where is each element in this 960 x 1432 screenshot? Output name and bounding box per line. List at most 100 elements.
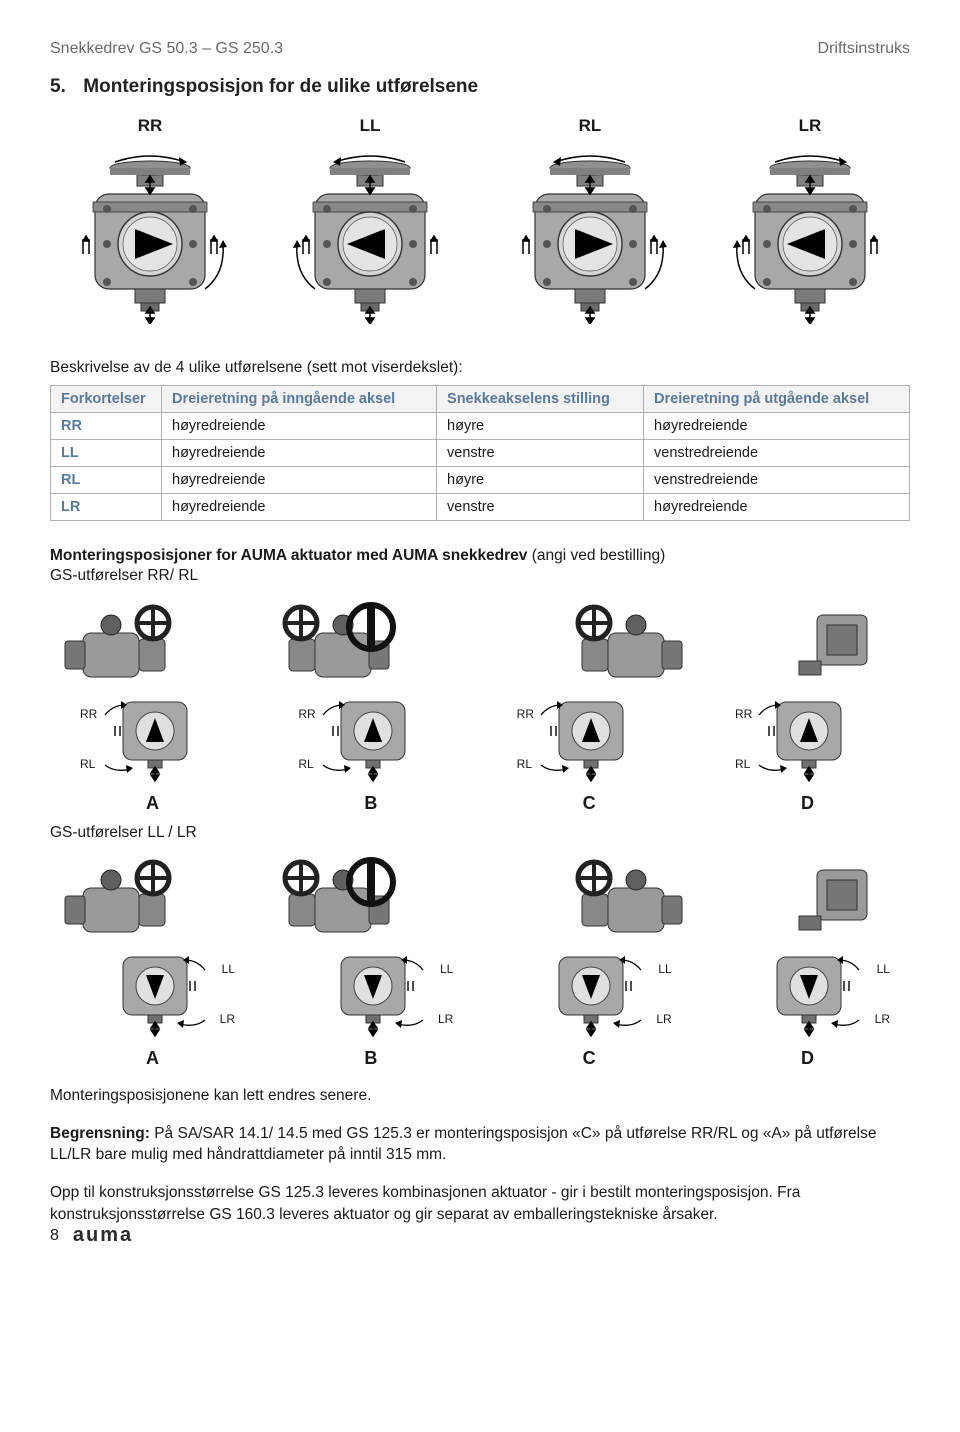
tag-rr: RR: [735, 707, 752, 721]
tag-ll: LL: [877, 962, 890, 976]
mount-prefix: Monteringsposisjoner for AUMA aktuator m…: [50, 547, 532, 564]
tag-ll: LL: [440, 962, 453, 976]
gs-label: GS-utførelser RR/ RL: [50, 567, 198, 584]
para-2: Begrensning: På SA/SAR 14.1/ 14.5 med GS…: [50, 1123, 910, 1166]
table-row: LR høyredreiende venstre høyredreiende: [51, 494, 910, 521]
top-label: LL: [270, 116, 470, 136]
actuator-icon: [275, 144, 465, 324]
top-label: RR: [50, 116, 250, 136]
para2-prefix: Begrensning:: [50, 1125, 150, 1142]
actu-cell-A2: LL LR: [50, 852, 255, 1042]
top-actuator-row: RR LL RL LR: [50, 116, 910, 329]
tag-lr: LR: [875, 1012, 890, 1026]
actuator-mount-icon: [707, 852, 907, 1037]
letter: A: [50, 793, 255, 814]
table-cell: RL: [51, 467, 162, 494]
actu-cell-D: RR RL: [705, 597, 910, 787]
table-cell: venstredreiende: [644, 440, 910, 467]
abbrev-table: Forkortelser Dreieretning på inngående a…: [50, 385, 910, 521]
actu-cell-B: RR RL: [268, 597, 473, 787]
table-cell: høyre: [437, 413, 644, 440]
actuator-mount-icon: [53, 597, 253, 782]
actuator-mount-row-1: RR RL RR RL RR RL RR RL: [50, 597, 910, 787]
header-left: Snekkedrev GS 50.3 – GS 250.3: [50, 40, 283, 58]
actuator-mount-icon: [53, 852, 253, 1037]
tag-rl: RL: [80, 757, 95, 771]
top-label: RL: [490, 116, 690, 136]
table-cell: venstre: [437, 440, 644, 467]
tag-rr: RR: [80, 707, 97, 721]
actu-cell-C2: LL LR: [487, 852, 692, 1042]
auma-logo: auma: [73, 1224, 133, 1247]
top-actuator-RL: RL: [490, 116, 690, 329]
actuator-mount-icon: [489, 597, 689, 782]
actuator-mount-row-2: LL LR LL LR LL LR LL LR: [50, 852, 910, 1042]
letter: B: [268, 793, 473, 814]
tag-rr: RR: [298, 707, 315, 721]
letter: D: [705, 793, 910, 814]
table-cell: venstredreiende: [644, 467, 910, 494]
mounting-line2: GS-utførelser RR/ RL: [50, 567, 910, 585]
tag-rl: RL: [517, 757, 532, 771]
table-cell: høyredreiende: [162, 440, 437, 467]
section-title-text: Monteringsposisjon for de ulike utførels…: [83, 76, 478, 97]
letter: A: [50, 1048, 255, 1069]
letter-row-2: A B C D: [50, 1048, 910, 1069]
actu-cell-A: RR RL: [50, 597, 255, 787]
actuator-mount-icon: [271, 597, 471, 782]
table-cell: venstre: [437, 494, 644, 521]
top-actuator-RR: RR: [50, 116, 250, 329]
letter: B: [268, 1048, 473, 1069]
table-cell: høyredreiende: [644, 413, 910, 440]
actuator-icon: [715, 144, 905, 324]
actuator-mount-icon: [271, 852, 471, 1037]
table-header: Forkortelser: [51, 386, 162, 413]
letter: D: [705, 1048, 910, 1069]
letter-row-1: A B C D: [50, 793, 910, 814]
table-row: LL høyredreiende venstre venstredreiende: [51, 440, 910, 467]
page-footer: 8 auma: [50, 1224, 133, 1247]
para-1: Monteringsposisjonene kan lett endres se…: [50, 1085, 910, 1107]
tag-lr: LR: [220, 1012, 235, 1026]
table-cell: RR: [51, 413, 162, 440]
tag-ll: LL: [222, 962, 235, 976]
tag-ll: LL: [658, 962, 671, 976]
table-cell: høyredreiende: [162, 413, 437, 440]
actuator-mount-icon: [707, 597, 907, 782]
header-right: Driftsinstruks: [818, 40, 910, 58]
table-cell: høyredreiende: [162, 494, 437, 521]
table-header-row: Forkortelser Dreieretning på inngående a…: [51, 386, 910, 413]
actuator-icon: [55, 144, 245, 324]
para2-body: På SA/SAR 14.1/ 14.5 med GS 125.3 er mon…: [50, 1125, 877, 1164]
tag-rr: RR: [517, 707, 534, 721]
table-cell: høyre: [437, 467, 644, 494]
top-actuator-LL: LL: [270, 116, 470, 329]
actuator-icon: [495, 144, 685, 324]
para-3: Opp til konstruksjonsstørrelse GS 125.3 …: [50, 1182, 910, 1225]
table-cell: LR: [51, 494, 162, 521]
description-line: Beskrivelse av de 4 ulike utførelsene (s…: [50, 359, 910, 377]
table-cell: høyredreiende: [162, 467, 437, 494]
actu-cell-C: RR RL: [487, 597, 692, 787]
table-row: RL høyredreiende høyre venstredreiende: [51, 467, 910, 494]
actu-cell-D2: LL LR: [705, 852, 910, 1042]
tag-rl: RL: [298, 757, 313, 771]
gs-label-2: GS-utførelser LL / LR: [50, 824, 910, 842]
page-header: Snekkedrev GS 50.3 – GS 250.3 Driftsinst…: [50, 40, 910, 58]
section-number: 5.: [50, 76, 78, 98]
mounting-line1: Monteringsposisjoner for AUMA aktuator m…: [50, 547, 910, 565]
top-label: LR: [710, 116, 910, 136]
table-header: Dreieretning på utgående aksel: [644, 386, 910, 413]
tag-rl: RL: [735, 757, 750, 771]
table-header: Dreieretning på inngående aksel: [162, 386, 437, 413]
tag-lr: LR: [438, 1012, 453, 1026]
table-row: RR høyredreiende høyre høyredreiende: [51, 413, 910, 440]
letter: C: [487, 793, 692, 814]
table-cell: LL: [51, 440, 162, 467]
page-number: 8: [50, 1227, 59, 1245]
mount-suffix: (angi ved bestilling): [532, 547, 666, 564]
tag-lr: LR: [656, 1012, 671, 1026]
table-cell: høyredreiende: [644, 494, 910, 521]
section-title: 5. Monteringsposisjon for de ulike utfør…: [50, 76, 910, 98]
table-header: Snekkeakselens stilling: [437, 386, 644, 413]
